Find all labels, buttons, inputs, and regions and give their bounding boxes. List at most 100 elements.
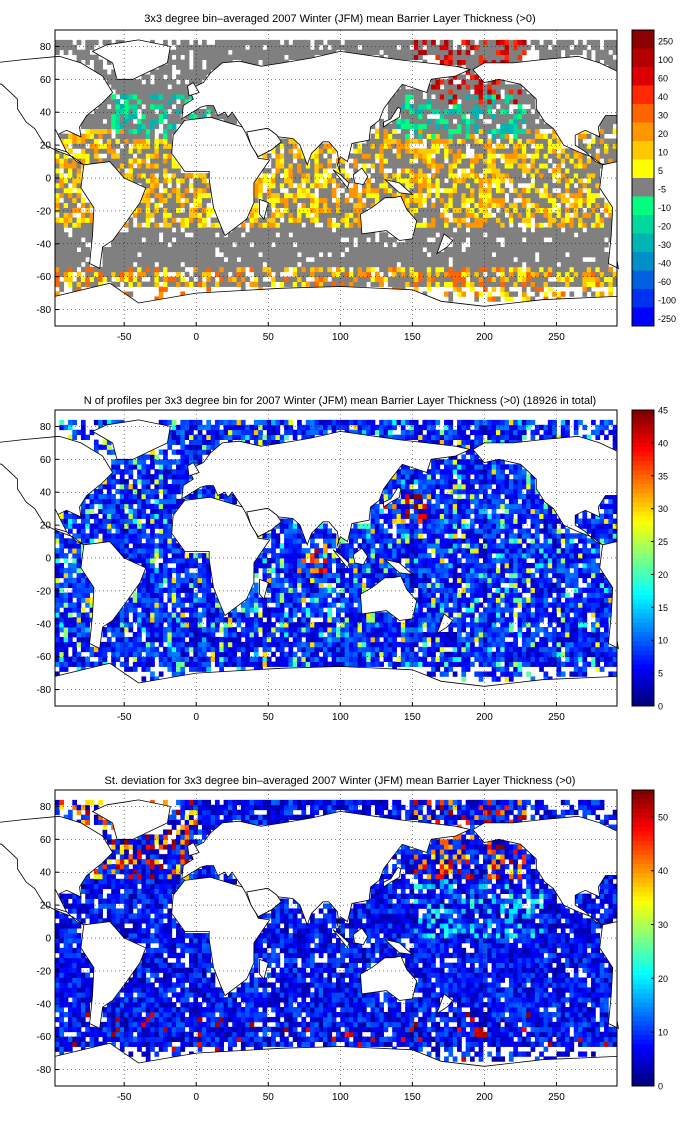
bin-cell [492, 173, 497, 178]
bin-cell [85, 267, 90, 272]
bin-cell [202, 637, 207, 642]
bin-cell [206, 267, 211, 272]
bin-cell [448, 124, 453, 129]
bin-cell [280, 262, 285, 267]
bin-cell [435, 173, 440, 178]
bin-cell [72, 203, 77, 208]
bin-cell [466, 267, 471, 272]
bin-cell [332, 193, 337, 198]
bin-cell [444, 148, 449, 153]
bin-cell [340, 262, 345, 267]
bin-cell [483, 148, 488, 153]
bin-cell [366, 272, 371, 277]
bin-cell [500, 188, 505, 193]
bin-cell [64, 232, 69, 237]
bin-cell [595, 291, 600, 296]
bin-cell [314, 163, 319, 168]
bin-cell [81, 148, 86, 153]
bin-cell [314, 168, 319, 173]
bin-cell [68, 148, 73, 153]
bin-cell [561, 158, 566, 163]
bin-cell [163, 282, 168, 287]
bin-cell [310, 282, 315, 287]
bin-cell [349, 188, 354, 193]
bin-cell [522, 119, 527, 124]
bin-cell [418, 129, 423, 134]
bin-cell [336, 262, 341, 267]
bin-cell [68, 657, 73, 662]
bin-cell [211, 55, 216, 60]
bin-cell [405, 652, 410, 657]
bin-cell [544, 50, 549, 55]
bin-cell [513, 134, 518, 139]
bin-cell [103, 647, 108, 652]
bin-cell [306, 237, 311, 242]
bin-cell [336, 232, 341, 237]
bin-cell [474, 296, 479, 301]
bin-cell [440, 183, 445, 188]
bin-cell [448, 178, 453, 183]
bin-cell [561, 213, 566, 218]
bin-cell [431, 647, 436, 652]
bin-cell [474, 208, 479, 213]
bin-cell [133, 667, 138, 672]
bin-cell [301, 50, 306, 55]
bin-cell [124, 272, 129, 277]
bin-cell [500, 114, 505, 119]
bin-cell [232, 652, 237, 657]
bin-cell [500, 183, 505, 188]
bin-cell [301, 282, 306, 287]
bin-cell [397, 247, 402, 252]
bin-cell [154, 227, 159, 232]
bin-cell [483, 163, 488, 168]
colorbar-label: -40 [658, 258, 671, 268]
bin-cell [327, 173, 332, 178]
bin-cell [366, 647, 371, 652]
bin-cell [323, 198, 328, 203]
bin-cell [440, 267, 445, 272]
bin-cell [409, 657, 414, 662]
bin-cell [141, 213, 146, 218]
bin-cell [457, 213, 462, 218]
bin-cell [470, 119, 475, 124]
bin-cell [297, 173, 302, 178]
bin-cell [440, 104, 445, 109]
bin-cell [349, 163, 354, 168]
bin-cell [271, 262, 276, 267]
bin-cell [422, 647, 427, 652]
bin-cell [128, 267, 133, 272]
bin-cell [500, 217, 505, 222]
bin-cell [81, 203, 86, 208]
bin-cell [500, 652, 505, 657]
bin-cell [526, 119, 531, 124]
bin-cell [500, 227, 505, 232]
bin-cell [561, 242, 566, 247]
bin-cell [483, 208, 488, 213]
bin-cell [116, 242, 121, 247]
bin-cell [189, 637, 194, 642]
bin-cell [193, 213, 198, 218]
bin-cell [379, 262, 384, 267]
bin-cell [418, 183, 423, 188]
bin-cell [137, 237, 142, 242]
bin-cell [496, 203, 501, 208]
bin-cell [116, 129, 121, 134]
bin-cell [72, 662, 77, 667]
bin-cell [427, 232, 432, 237]
bin-cell [293, 237, 298, 242]
bin-cell [379, 153, 384, 158]
bin-cell [185, 217, 190, 222]
bin-cell [492, 652, 497, 657]
bin-cell [206, 242, 211, 247]
bin-cell [219, 282, 224, 287]
bin-cell [431, 247, 436, 252]
bin-cell [193, 667, 198, 672]
bin-cell [116, 114, 121, 119]
bin-cell [427, 262, 432, 267]
bin-cell [366, 242, 371, 247]
bin-cell [496, 662, 501, 667]
bin-cell [68, 262, 73, 267]
bin-cell [466, 124, 471, 129]
bin-cell [565, 217, 570, 222]
bin-cell [176, 114, 181, 119]
